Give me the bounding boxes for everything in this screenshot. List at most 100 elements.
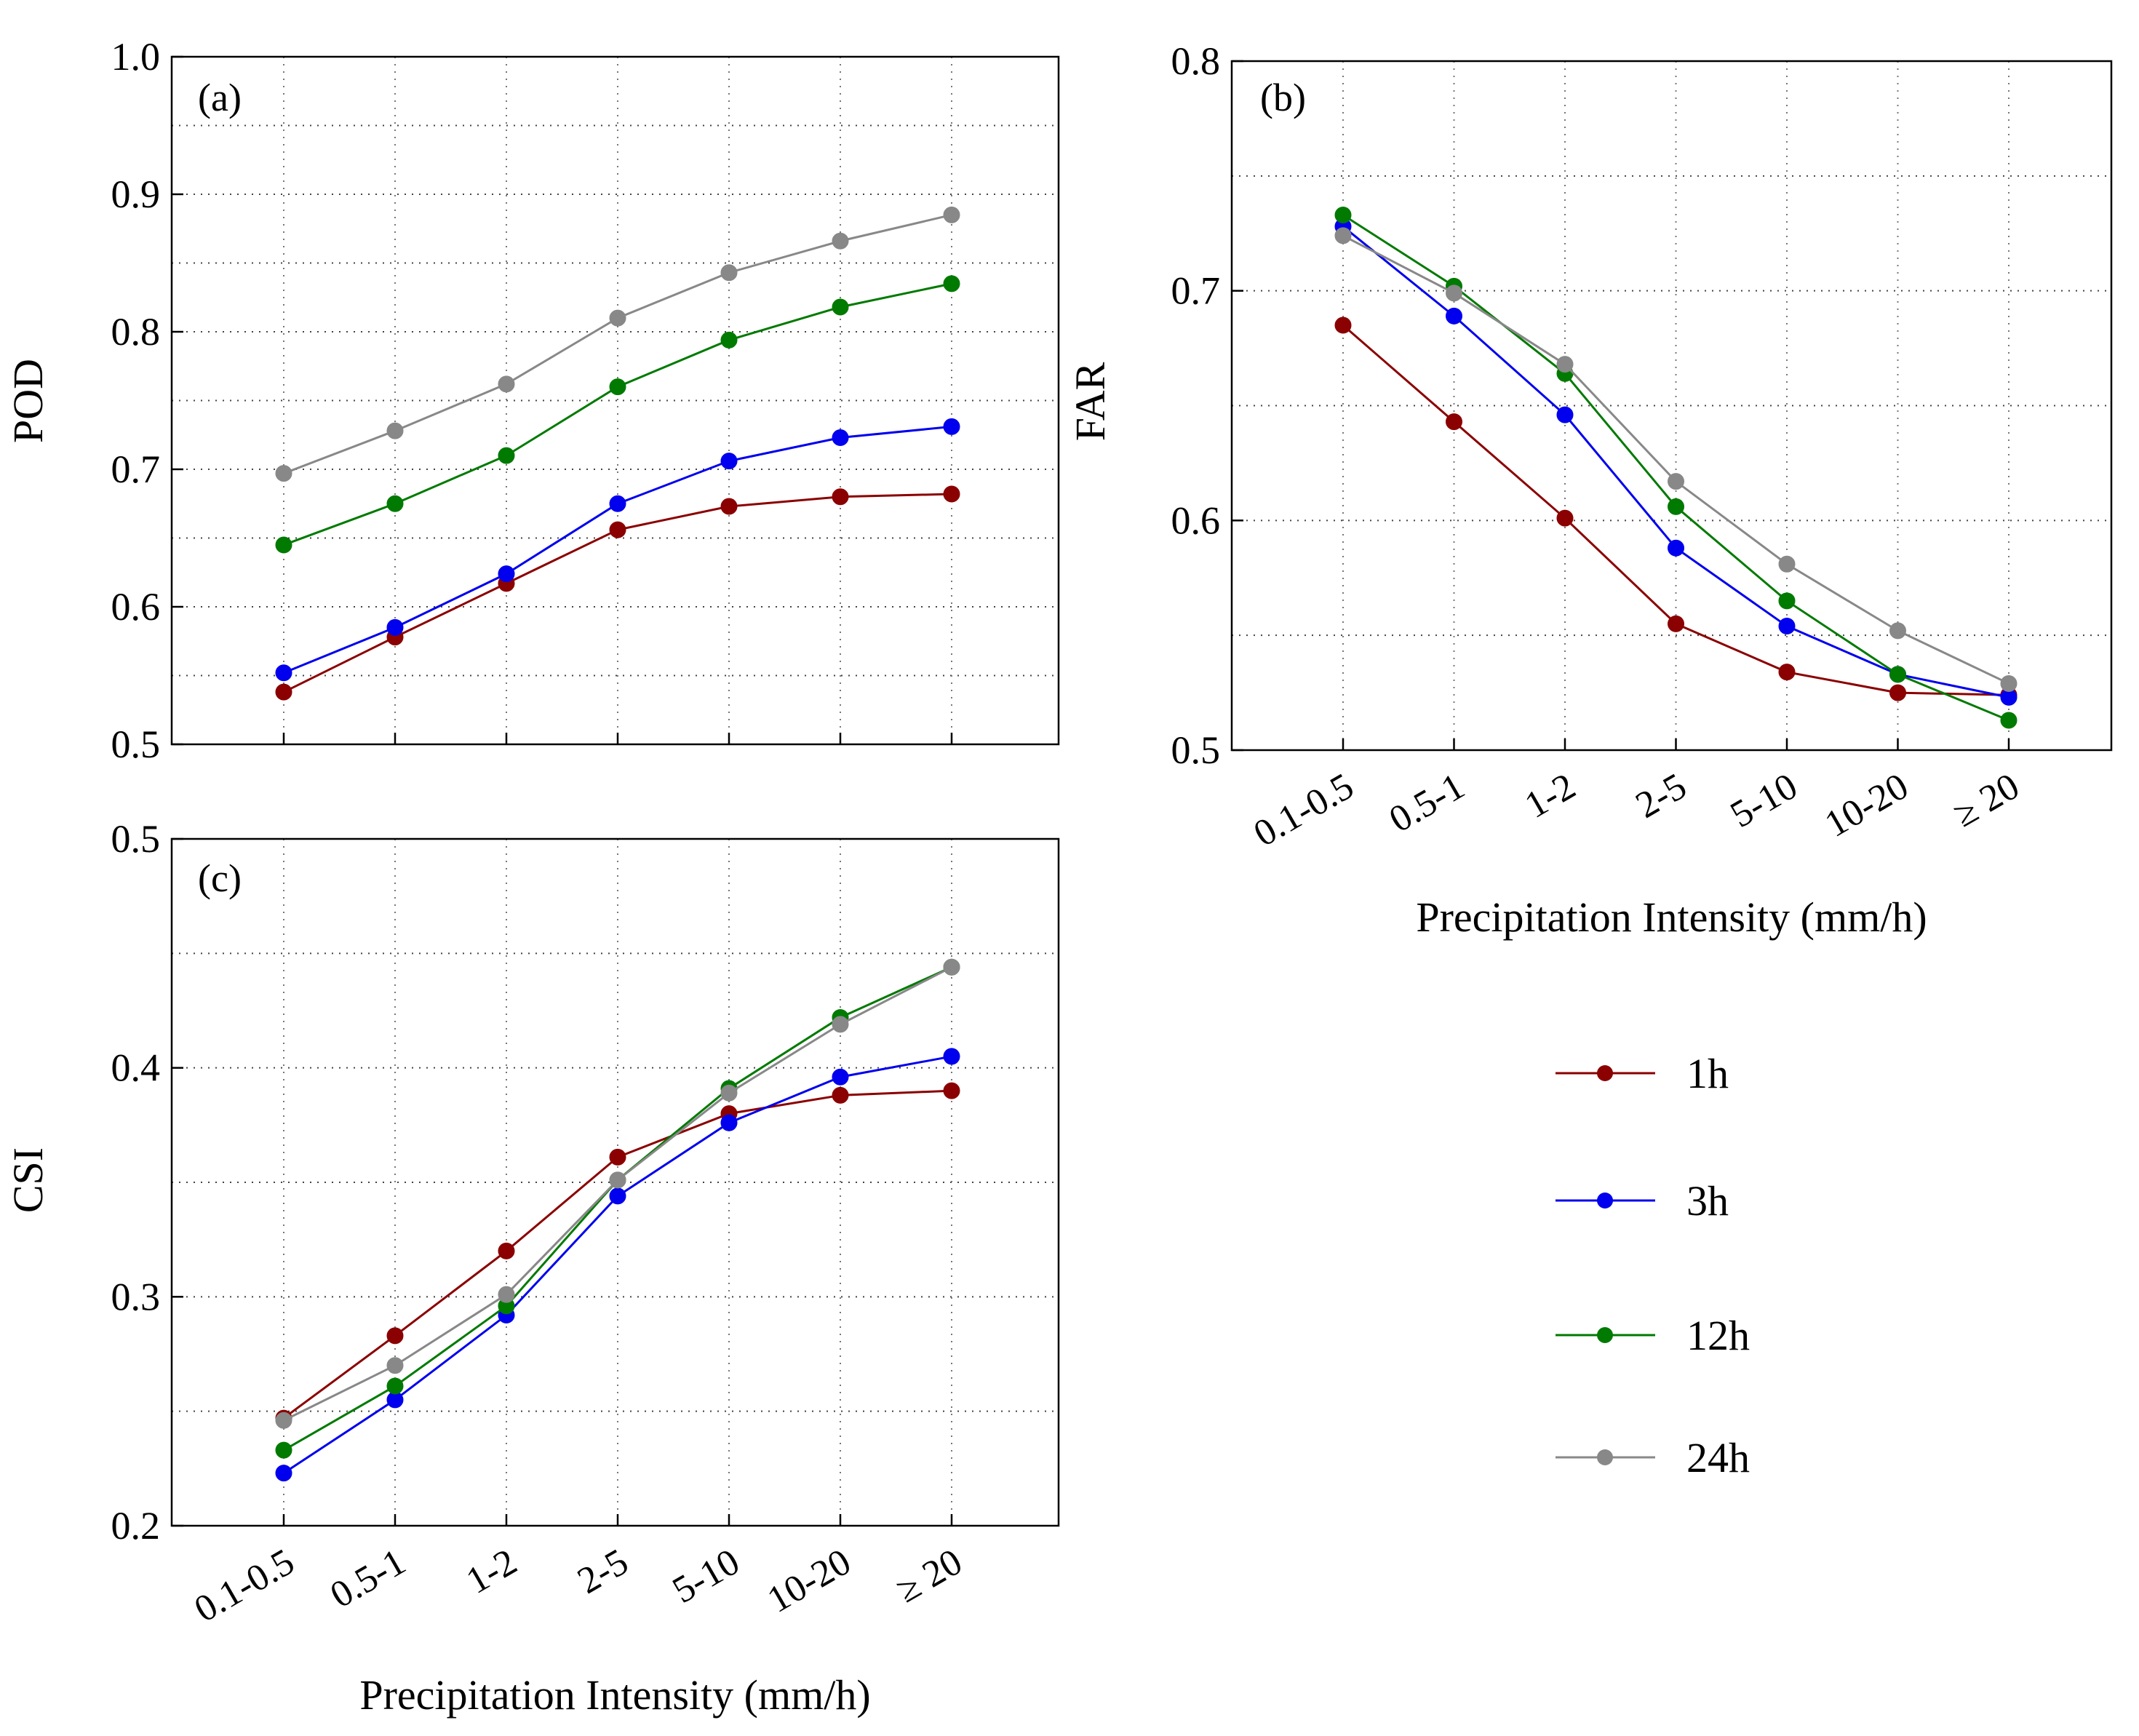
data-point [720,1114,738,1131]
data-point [1668,473,1684,490]
y-tick-label: 1.0 [111,35,161,79]
data-point [498,375,515,393]
series-1h [1334,316,2017,704]
data-point [386,1327,404,1345]
data-point [1446,413,1462,431]
plot-frame [1230,60,2113,752]
data-point [275,536,292,554]
x-axis-label: Precipitation Intensity (mm/h) [1416,893,1927,941]
legend-marker [1597,1065,1613,1081]
data-point [1446,284,1462,302]
y-tick-label: 0.5 [111,722,161,766]
data-point [1334,316,1352,334]
data-point [832,232,849,250]
data-point [1334,206,1352,223]
legend-label: 12h [1686,1312,1750,1359]
x-tick-label: ≥ 20 [889,1541,969,1611]
y-tick-label: 0.4 [111,1046,161,1090]
legend-marker [1597,1192,1613,1209]
y-tick-label: 0.6 [1171,498,1221,542]
x-tick-label: 0.1-0.5 [1247,765,1361,855]
series-12h [275,275,960,554]
data-point [1778,592,1796,610]
data-point [832,1016,849,1033]
data-point [1889,666,1906,683]
data-point [832,1086,849,1104]
y-tick-label: 0.2 [111,1504,161,1548]
x-tick-label: 0.1-0.5 [188,1541,301,1631]
data-point [2000,674,2017,692]
data-point [943,1048,960,1065]
panel-label: (c) [198,856,242,900]
panel-b-far: 0.5 0.6 0.7 0.8 0.1-0.5 0.5-1 1-2 2-5 5-10 10-20 ≥… [1067,39,2113,941]
legend-label: 1h [1686,1050,1729,1097]
y-tick-label: 0.7 [111,447,161,491]
y-tick-label: 0.8 [111,310,161,354]
data-point [275,664,292,682]
data-point [275,465,292,482]
data-point [720,1084,738,1102]
legend-marker [1597,1449,1613,1465]
data-point [1778,555,1796,573]
y-tick-label: 0.3 [111,1275,161,1318]
data-point [832,1068,849,1086]
x-axis-label: Precipitation Intensity (mm/h) [359,1671,870,1719]
data-point [2000,712,2017,729]
data-point [1446,307,1462,324]
legend-item-12h: 12h [1556,1312,1750,1359]
data-point [1889,684,1906,701]
data-point [1556,509,1574,527]
data-point [1556,406,1574,423]
legend-label: 3h [1686,1177,1729,1225]
data-point [498,1286,515,1303]
data-point [609,495,626,512]
data-point [275,683,292,701]
data-point [720,453,738,470]
x-tick-label: 10-20 [760,1541,858,1621]
legend-item-3h: 3h [1556,1177,1729,1225]
data-point [1778,664,1796,681]
data-point [1334,227,1352,244]
x-tick-label: ≥ 20 [1946,765,2026,835]
data-point [609,1148,626,1166]
series-24h [275,958,960,1429]
data-point [720,331,738,349]
data-point [609,1187,626,1205]
y-axis-label: CSI [4,1147,52,1213]
x-tick-label: 10-20 [1818,765,1916,845]
data-point [498,447,515,464]
series-12h [275,958,960,1459]
legend-item-24h: 24h [1556,1434,1750,1481]
series-line [283,425,952,674]
y-tick-label: 0.8 [1171,39,1221,83]
data-point [275,1465,292,1482]
series-3h [275,1048,960,1482]
series-24h [275,206,960,482]
data-point [609,1171,626,1189]
y-axis-label: POD [4,359,52,443]
y-tick-label: 0.5 [1171,728,1221,772]
data-point [498,1242,515,1259]
legend-marker [1597,1327,1613,1343]
data-point [720,498,738,515]
plot-frame [170,837,1060,1527]
panel-label: (a) [198,76,242,119]
x-tick-label: 2-5 [1629,765,1694,827]
data-point [943,206,960,223]
data-point [832,298,849,316]
x-tick-label: 1-2 [1518,765,1582,827]
data-point [609,378,626,396]
data-point [386,618,404,636]
x-tick-label: 0.5-1 [1382,765,1471,841]
legend: 1h 3h 12h 24h [1556,1050,1750,1481]
data-point [720,264,738,282]
plot-frame [170,55,1060,746]
data-point [498,565,515,583]
data-point [386,1377,404,1395]
series-24h [1334,227,2017,692]
data-point [386,422,404,439]
data-point [832,488,849,506]
legend-item-1h: 1h [1556,1050,1729,1097]
data-point [386,1357,404,1374]
